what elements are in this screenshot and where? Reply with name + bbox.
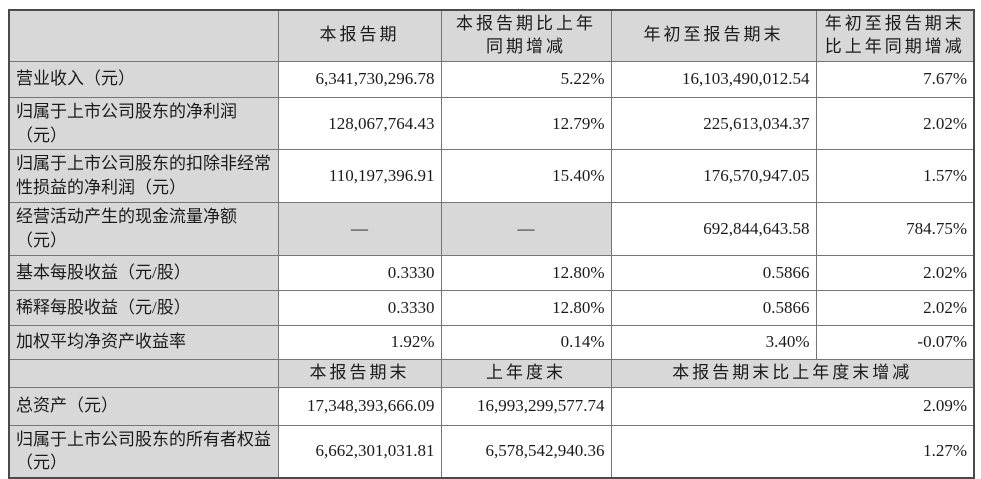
row-label: 加权平均净资产收益率 (8, 324, 279, 360)
section2-header-row: 本报告期末 上年度末 本报告期末比上年度末增减 (8, 358, 975, 388)
cell-value: 6,662,301,031.81 (277, 424, 442, 479)
cell-value: 128,067,764.43 (277, 96, 442, 151)
row-weighted-avg-roe: 加权平均净资产收益率 1.92% 0.14% 3.40% -0.07% (8, 324, 975, 360)
row-operating-revenue: 营业收入（元） 6,341,730,296.78 5.22% 16,103,49… (8, 60, 975, 98)
cell-value: 2.02% (815, 289, 975, 326)
cell-value: 2.02% (815, 96, 975, 151)
row-label: 归属于上市公司股东的扣除非经常性损益的净利润（元） (8, 149, 279, 204)
cell-value: 0.3330 (277, 289, 442, 326)
cell-value: 1.92% (277, 324, 442, 360)
cell-value: 225,613,034.37 (610, 96, 817, 151)
header-prev-year-end: 上年度末 (440, 358, 612, 388)
row-label: 稀释每股收益（元/股） (8, 289, 279, 326)
cell-value: 16,993,299,577.74 (440, 386, 612, 426)
cell-value: 15.40% (440, 149, 612, 204)
cell-value: 16,103,490,012.54 (610, 60, 817, 98)
cell-value: 12.80% (440, 289, 612, 326)
financial-summary-table: 本报告期 本报告期比上年同期增减 年初至报告期末 年初至报告期末比上年同期增减 … (8, 9, 975, 479)
row-diluted-eps: 稀释每股收益（元/股） 0.3330 12.80% 0.5866 2.02% (8, 289, 975, 326)
cell-value: 110,197,396.91 (277, 149, 442, 204)
cell-value: 0.5866 (610, 254, 817, 291)
row-owners-equity-attributable: 归属于上市公司股东的所有者权益（元） 6,662,301,031.81 6,57… (8, 424, 975, 479)
report-page: 本报告期 本报告期比上年同期增减 年初至报告期末 年初至报告期末比上年同期增减 … (8, 9, 975, 479)
header-current-period: 本报告期 (277, 9, 442, 62)
cell-value: 0.3330 (277, 254, 442, 291)
cell-value: 17,348,393,666.09 (277, 386, 442, 426)
row-operating-cash-flow: 经营活动产生的现金流量净额（元） — — 692,844,643.58 784.… (8, 202, 975, 256)
cell-value-na: — (277, 202, 442, 256)
row-net-profit-attributable: 归属于上市公司股东的净利润（元） 128,067,764.43 12.79% 2… (8, 96, 975, 151)
header-period-end: 本报告期末 (277, 358, 442, 388)
cell-value: 3.40% (610, 324, 817, 360)
cell-value: 1.27% (610, 424, 975, 479)
cell-value: 5.22% (440, 60, 612, 98)
row-net-profit-excl-nonrecurring: 归属于上市公司股东的扣除非经常性损益的净利润（元） 110,197,396.91… (8, 149, 975, 204)
header-period-yoy-change: 本报告期比上年同期增减 (440, 9, 612, 62)
row-label: 归属于上市公司股东的所有者权益（元） (8, 424, 279, 479)
header-ytd-yoy-change: 年初至报告期末比上年同期增减 (815, 9, 975, 62)
row-label: 经营活动产生的现金流量净额（元） (8, 202, 279, 256)
header-empty-cell (8, 358, 279, 388)
cell-value: 176,570,947.05 (610, 149, 817, 204)
header-period-end-change: 本报告期末比上年度末增减 (610, 358, 975, 388)
header-empty-cell (8, 9, 279, 62)
row-label: 基本每股收益（元/股） (8, 254, 279, 291)
cell-value: 12.79% (440, 96, 612, 151)
row-label: 总资产（元） (8, 386, 279, 426)
cell-value: 2.02% (815, 254, 975, 291)
cell-value: 6,341,730,296.78 (277, 60, 442, 98)
cell-value: 7.67% (815, 60, 975, 98)
cell-value-na: — (440, 202, 612, 256)
cell-value: -0.07% (815, 324, 975, 360)
cell-value: 784.75% (815, 202, 975, 256)
cell-value: 6,578,542,940.36 (440, 424, 612, 479)
row-label: 归属于上市公司股东的净利润（元） (8, 96, 279, 151)
cell-value: 0.14% (440, 324, 612, 360)
cell-value: 0.5866 (610, 289, 817, 326)
row-label: 营业收入（元） (8, 60, 279, 98)
row-total-assets: 总资产（元） 17,348,393,666.09 16,993,299,577.… (8, 386, 975, 426)
header-year-to-date: 年初至报告期末 (610, 9, 817, 62)
row-basic-eps: 基本每股收益（元/股） 0.3330 12.80% 0.5866 2.02% (8, 254, 975, 291)
cell-value: 12.80% (440, 254, 612, 291)
cell-value: 1.57% (815, 149, 975, 204)
cell-value: 692,844,643.58 (610, 202, 817, 256)
cell-value: 2.09% (610, 386, 975, 426)
section1-header-row: 本报告期 本报告期比上年同期增减 年初至报告期末 年初至报告期末比上年同期增减 (8, 9, 975, 62)
